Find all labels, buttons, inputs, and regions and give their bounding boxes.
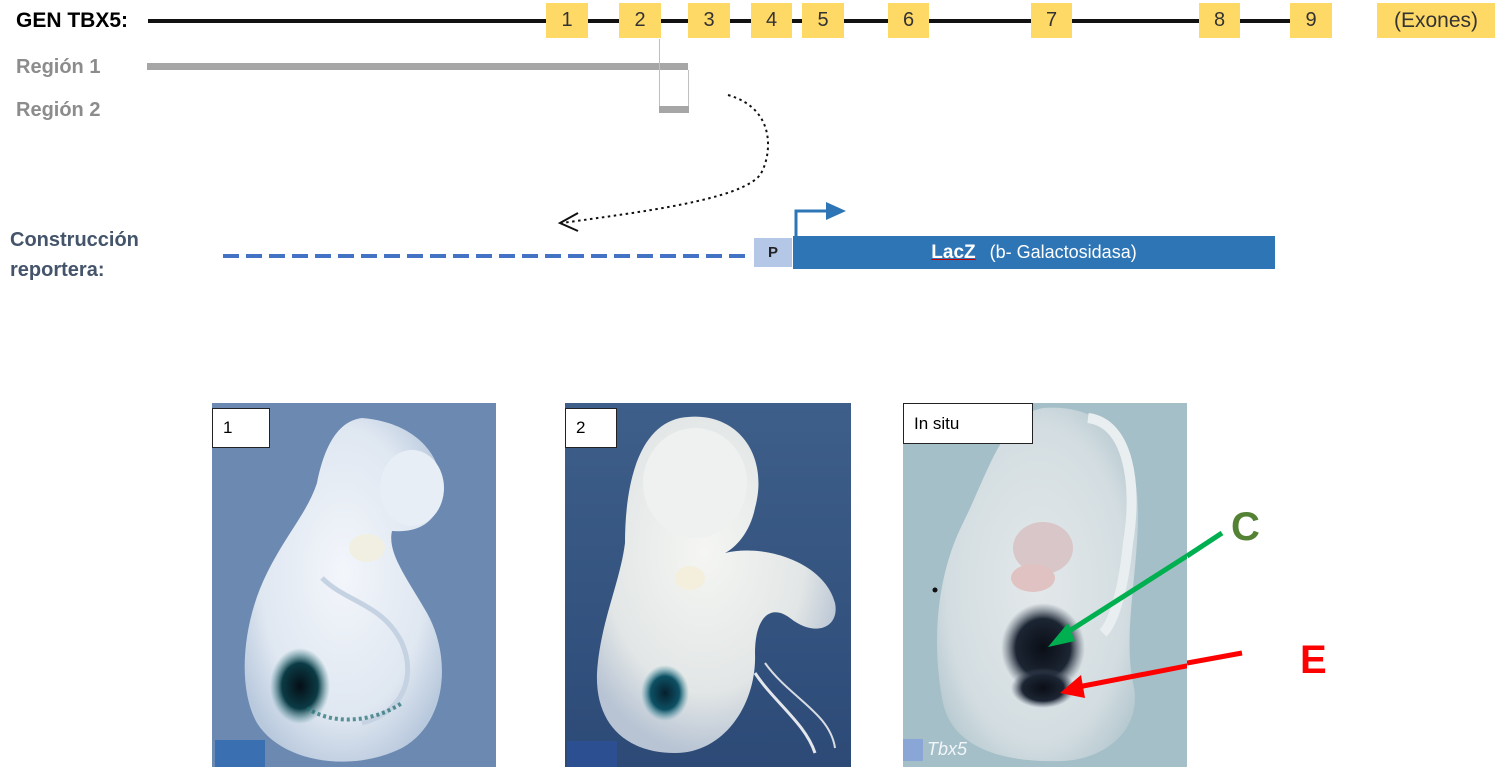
exon-9: 9	[1290, 3, 1332, 38]
insertion-arrowhead	[557, 212, 579, 232]
insertion-arrow	[561, 94, 770, 224]
region-2-bar	[659, 106, 689, 113]
transcription-start-arrowhead	[826, 202, 846, 220]
arrow-e-shaft	[1077, 663, 1187, 690]
exon-3: 3	[688, 3, 730, 38]
transcription-start-arrow	[794, 209, 830, 236]
arrow-c-head	[1048, 623, 1075, 647]
arrow-extensions	[1187, 530, 1243, 666]
panel-2-label: 2	[565, 408, 617, 448]
exon-4: 4	[751, 3, 792, 38]
region-1-label: Región 1	[16, 56, 101, 78]
promoter-box: P	[754, 238, 792, 267]
construct-label: Construcción reportera:	[10, 225, 139, 285]
exons-caption: (Exones)	[1377, 3, 1495, 38]
exon-5: 5	[802, 3, 844, 38]
exon-row: 1 2 3 4 5 6 7 8 9	[0, 0, 1500, 45]
embryo-photo-2: 2	[565, 403, 851, 767]
embryo-photo-1: 1	[212, 403, 496, 767]
region-2-guide-right	[688, 70, 689, 107]
marker-e: E	[1300, 638, 1327, 682]
exon-8: 8	[1199, 3, 1240, 38]
exon-2: 2	[619, 3, 661, 38]
embryo-in-situ-image	[903, 403, 1187, 767]
gene-label: GEN TBX5:	[16, 9, 129, 32]
panel-in-situ-label: In situ	[903, 403, 1033, 444]
lacz-reporter-bar: LacZ (b- Galactosidasa)	[793, 236, 1275, 269]
region-2-label: Región 2	[16, 99, 101, 121]
arrow-e-head	[1060, 675, 1085, 698]
arrow-c-shaft	[1061, 552, 1187, 638]
marker-c: C	[1231, 505, 1260, 549]
embryo-1-image	[212, 403, 496, 767]
exon-6: 6	[888, 3, 929, 38]
lacz-description: (b- Galactosidasa)	[989, 242, 1137, 262]
exon-7: 7	[1031, 3, 1072, 38]
construct-label-line2: reportera:	[10, 259, 105, 281]
embryo-photo-in-situ: In situ Tbx5	[903, 403, 1187, 767]
embryo-2-image	[565, 403, 851, 767]
construct-label-line1: Construcción	[10, 229, 139, 251]
panel-1-label: 1	[212, 408, 270, 448]
exon-1: 1	[546, 3, 588, 38]
region-1-bar	[147, 63, 688, 70]
lacz-label: LacZ	[931, 241, 976, 263]
connector-graphics	[223, 94, 846, 258]
region-2-guide-left	[659, 39, 660, 107]
tbx5-watermark: Tbx5	[927, 739, 968, 759]
